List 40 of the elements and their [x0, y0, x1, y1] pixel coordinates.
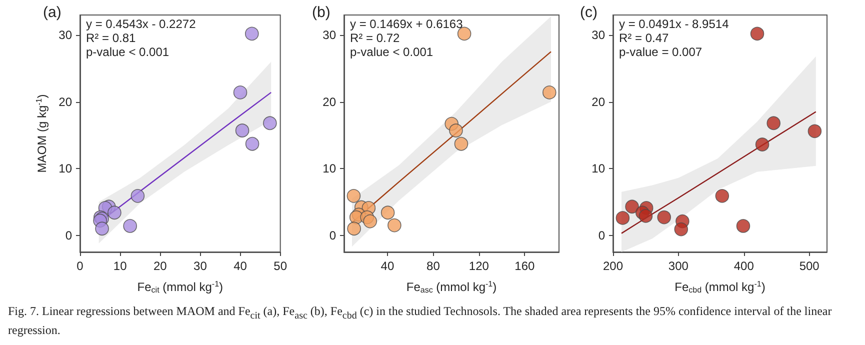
annotation: y = 0.1469x + 0.6163 — [350, 17, 464, 31]
x-tick-label: 80 — [426, 259, 440, 273]
y-axis-title: MAOM (g kg-1) — [34, 94, 49, 173]
annotation: p-value < 0.001 — [86, 45, 170, 59]
y-tick-label: 0 — [329, 228, 336, 242]
y-tick-label: 10 — [322, 162, 336, 176]
annotation: R² = 0.81 — [86, 31, 136, 45]
chart-title: (c) — [580, 4, 598, 21]
y-tick-label: 20 — [592, 94, 606, 109]
x-tick-label: 500 — [799, 259, 820, 273]
x-tick-label: 120 — [468, 259, 490, 273]
y-tick-label: 10 — [592, 162, 606, 176]
x-tick-label: 30 — [194, 259, 208, 273]
x-tick-label: 40 — [380, 259, 394, 273]
y-tick-label: 30 — [322, 28, 336, 42]
y-tick-label: 20 — [322, 94, 336, 109]
annotation: y = 0.4543x - 0.2272 — [86, 17, 196, 31]
y-tick-label: 30 — [58, 28, 72, 42]
annotation: R² = 0.47 — [619, 31, 670, 45]
x-tick-label: 160 — [514, 259, 536, 273]
x-tick-label: 400 — [734, 259, 754, 273]
y-tick-label: 20 — [58, 94, 72, 109]
x-tick-label: 20 — [153, 259, 168, 273]
annotation: p-value = 0.007 — [619, 45, 702, 59]
x-tick-label: 50 — [274, 259, 288, 273]
annotation: y = 0.0491x - 8.9514 — [619, 17, 730, 31]
chart-title: (b) — [312, 4, 330, 21]
text: Fig. 7. Linear regressions between MAOM and Fe$_{cit}$ (a), Fe$_{asc}$ (b), Fe$_{cbd}$ (c) in the studied Technosols. The shaded area represents the 95% confidence interval of the linear regression. — [8, 304, 832, 338]
x-tick-label: 40 — [234, 259, 248, 273]
chart-title: (a) — [43, 4, 62, 21]
x-tick-label: 300 — [668, 259, 689, 273]
annotation: R² = 0.72 — [350, 31, 400, 45]
annotation: p-value < 0.001 — [350, 45, 434, 59]
y-tick-label: 0 — [598, 228, 606, 242]
x-tick-label: 10 — [113, 259, 128, 273]
y-tick-label: 10 — [58, 162, 72, 176]
x-tick-label: 0 — [76, 259, 84, 273]
y-tick-label: 30 — [592, 28, 606, 42]
y-tick-label: 0 — [65, 228, 72, 242]
x-tick-label: 200 — [602, 259, 624, 273]
